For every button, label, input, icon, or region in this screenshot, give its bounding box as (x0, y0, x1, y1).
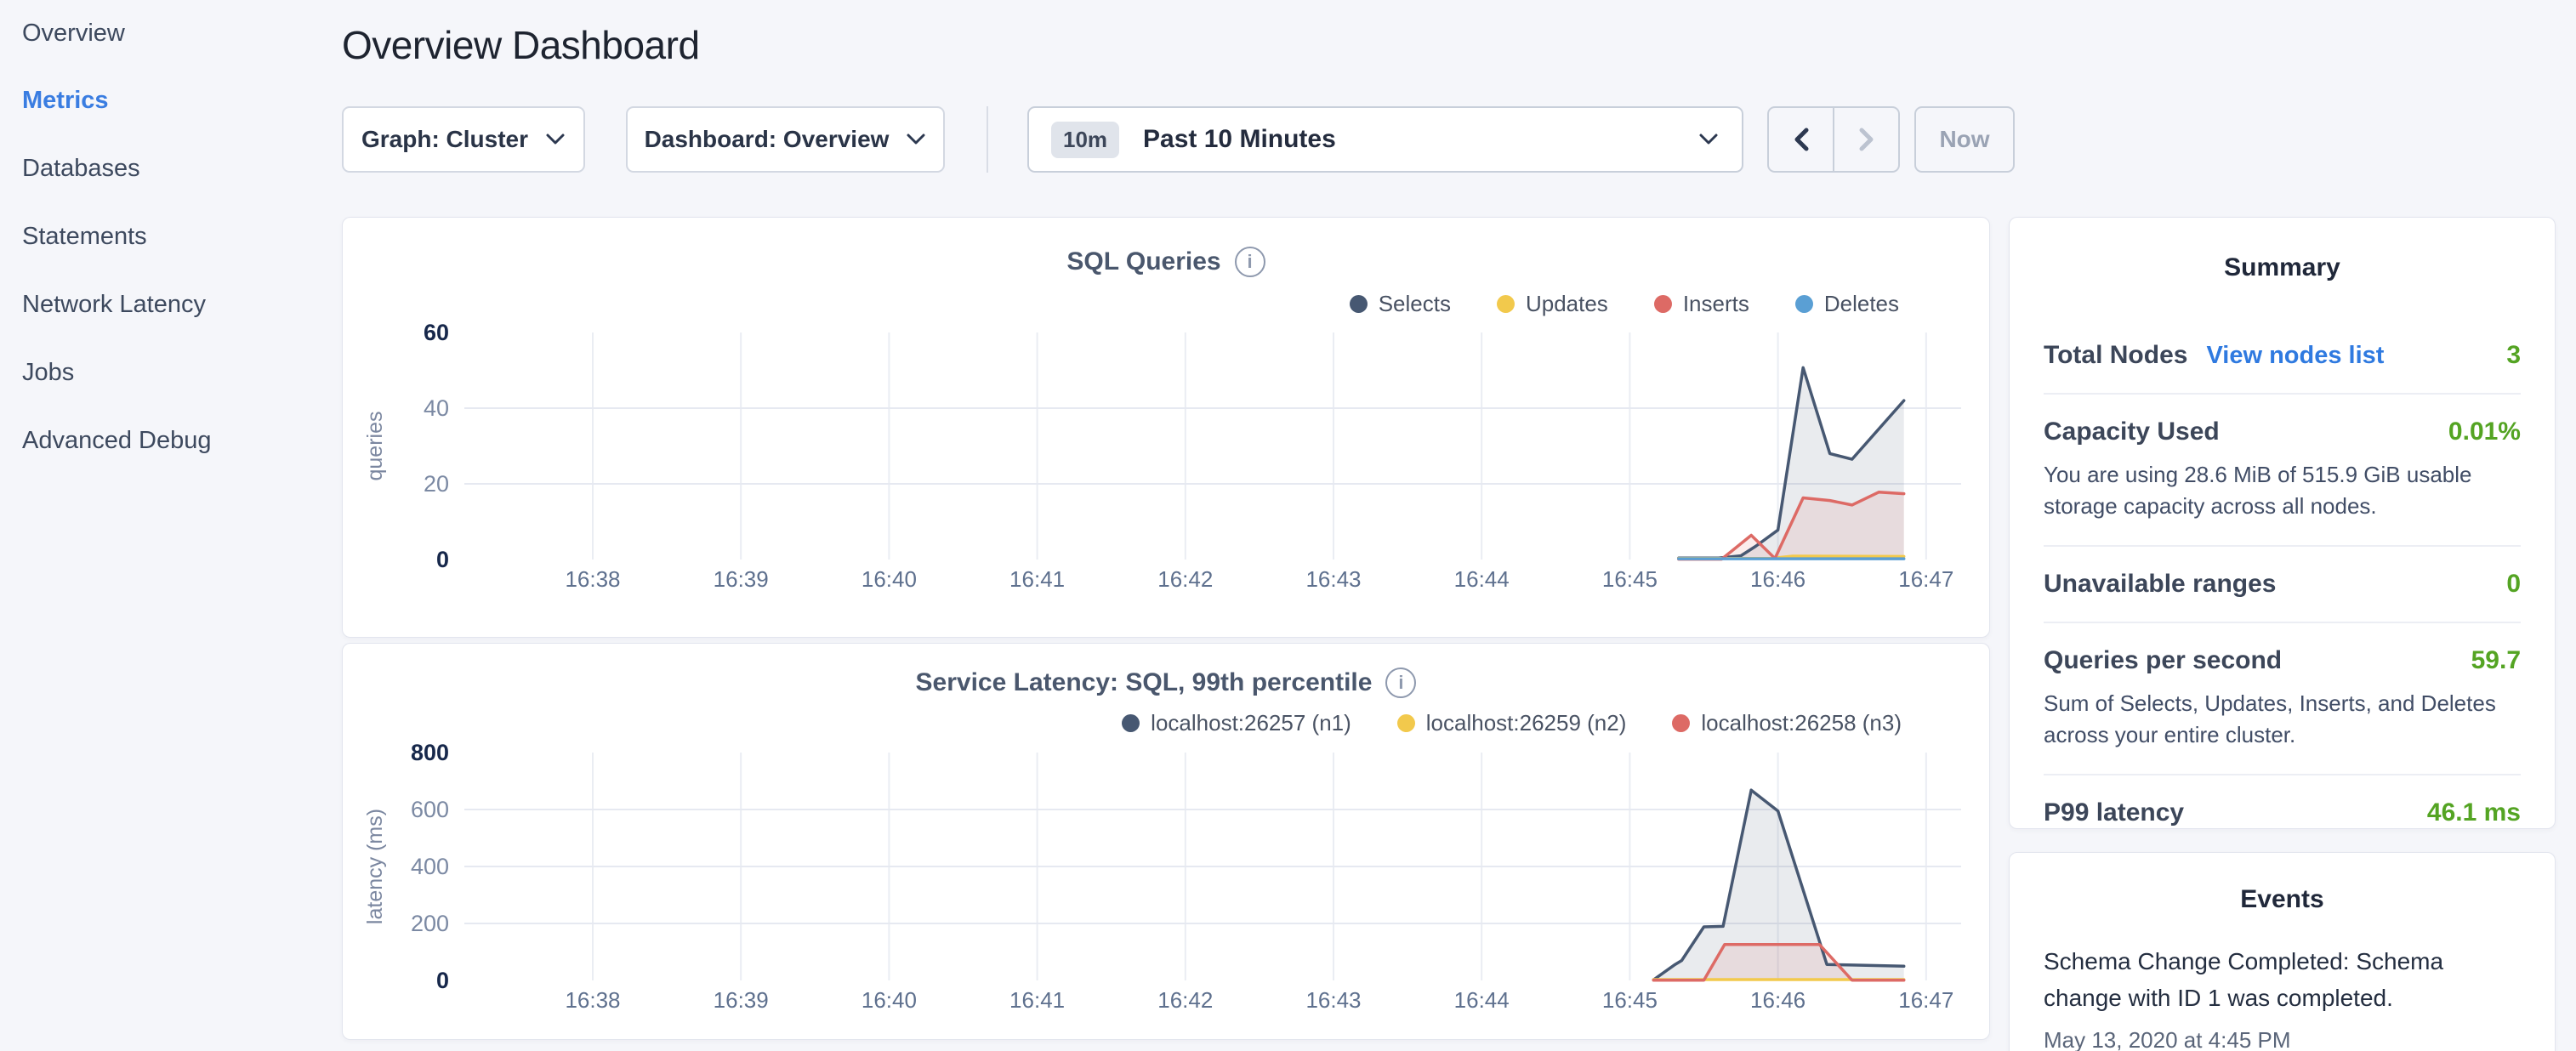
x-axis-tick-label: 16:41 (1009, 566, 1065, 592)
chevron-down-icon (1697, 132, 1720, 147)
sidebar-item-statements[interactable]: Statements (22, 202, 340, 270)
summary-label: Total Nodes (2044, 341, 2187, 370)
toolbar-divider (987, 106, 988, 173)
x-axis-tick-label: 16:42 (1157, 987, 1213, 1013)
x-axis-tick-label: 16:39 (714, 987, 769, 1013)
view-nodes-list-link[interactable]: View nodes list (2206, 342, 2384, 370)
sql-queries-plot[interactable]: 0 20 40 60 16:38 16:39 16:40 16:41 16:42 16:43 16:… (343, 218, 1989, 641)
x-axis-tick-label: 16:43 (1305, 566, 1361, 592)
x-axis-tick-label: 16:45 (1602, 566, 1658, 592)
summary-panel: Summary Total Nodes View nodes list 3 Ca… (2009, 217, 2556, 829)
event-text: Schema Change Completed: Schema change w… (2044, 943, 2521, 1017)
x-axis-tick-label: 16:44 (1454, 566, 1510, 592)
events-panel: Events Schema Change Completed: Schema c… (2009, 852, 2556, 1051)
summary-value: 3 (2506, 341, 2521, 370)
x-axis-tick-label: 16:42 (1157, 566, 1213, 592)
summary-value: 0 (2506, 570, 2521, 599)
time-window-selector[interactable]: 10m Past 10 Minutes (1027, 106, 1743, 173)
dashboard-dropdown-label: Dashboard: Overview (645, 126, 890, 153)
events-title: Events (2044, 885, 2521, 914)
sidebar: Overview Metrics Databases Statements Ne… (0, 0, 340, 474)
y-axis-tick-label: 200 (411, 911, 449, 936)
next-time-button[interactable] (1833, 108, 1898, 171)
summary-label: P99 latency (2044, 798, 2184, 827)
y-axis-tick-label: 40 (424, 395, 449, 421)
y-axis-tick-label: 600 (411, 797, 449, 822)
x-axis-tick-label: 16:44 (1454, 987, 1510, 1013)
service-latency-plot[interactable]: 0 200 400 600 800 16:38 16:39 16:40 16:41 16:42 16… (343, 644, 1989, 1039)
x-axis-tick-label: 16:39 (714, 566, 769, 592)
sidebar-item-databases[interactable]: Databases (22, 134, 340, 202)
x-axis-tick-label: 16:38 (565, 987, 620, 1013)
event-timestamp: May 13, 2020 at 4:45 PM (2044, 1027, 2521, 1051)
time-window-badge: 10m (1051, 122, 1119, 158)
x-axis-tick-label: 16:38 (565, 566, 620, 592)
dashboard-dropdown[interactable]: Dashboard: Overview (626, 106, 945, 173)
sidebar-item-advanced-debug[interactable]: Advanced Debug (22, 406, 340, 474)
sidebar-item-network-latency[interactable]: Network Latency (22, 270, 340, 338)
sql-queries-chart-panel: SQL Queries i SelectsUpdatesInsertsDelet… (342, 217, 1990, 638)
x-axis-tick-label: 16:45 (1602, 987, 1658, 1013)
summary-label: Queries per second (2044, 646, 2282, 675)
summary-label: Unavailable ranges (2044, 570, 2276, 599)
x-axis-tick-label: 16:46 (1750, 987, 1805, 1013)
sql-queries-plot[interactable]: 0 20 40 60 16:38 16:39 16:40 16:41 16:42 16:43 16:… (343, 218, 1989, 637)
y-axis-tick-label: 20 (424, 471, 449, 497)
x-axis-tick-label: 16:46 (1750, 566, 1805, 592)
y-axis-title: latency (ms) (363, 809, 387, 924)
summary-description: You are using 28.6 MiB of 515.9 GiB usab… (2044, 459, 2521, 522)
summary-row-total-nodes: Total Nodes View nodes list 3 (2044, 318, 2521, 395)
chevron-down-icon (545, 133, 566, 146)
y-axis-tick-label: 0 (436, 547, 449, 572)
event-item[interactable]: Schema Change Completed: Schema change w… (2044, 943, 2521, 1051)
service-latency-plot[interactable]: 0 200 400 600 800 16:38 16:39 16:40 16:41 16:42 16… (343, 644, 1989, 1043)
y-axis-tick-label: 800 (411, 740, 449, 765)
x-axis-tick-label: 16:47 (1898, 566, 1953, 592)
sidebar-item-metrics[interactable]: Metrics (22, 66, 340, 134)
summary-row-p99-latency: P99 latency 46.1 ms (2044, 775, 2521, 850)
service-latency-chart-panel: Service Latency: SQL, 99th percentile i … (342, 643, 1990, 1040)
page-title: Overview Dashboard (342, 22, 700, 68)
y-axis-tick-label: 400 (411, 854, 449, 879)
time-window-label: Past 10 Minutes (1143, 125, 1336, 154)
y-axis-tick-label: 60 (424, 320, 449, 345)
summary-row-capacity-used: Capacity Used 0.01% You are using 28.6 M… (2044, 395, 2521, 547)
graph-dropdown[interactable]: Graph: Cluster (342, 106, 585, 173)
summary-value: 0.01% (2448, 418, 2521, 446)
x-axis-tick-label: 16:41 (1009, 987, 1065, 1013)
x-axis-tick-label: 16:43 (1305, 987, 1361, 1013)
summary-row-queries-per-second: Queries per second 59.7 Sum of Selects, … (2044, 623, 2521, 775)
sidebar-item-overview[interactable]: Overview (22, 0, 340, 66)
summary-value: 46.1 ms (2427, 798, 2521, 827)
toolbar: Graph: Cluster Dashboard: Overview 10m P… (342, 106, 2015, 173)
graph-dropdown-label: Graph: Cluster (361, 126, 528, 153)
chevron-down-icon (906, 133, 926, 146)
summary-list: Total Nodes View nodes list 3 Capacity U… (2044, 318, 2521, 850)
previous-time-button[interactable] (1769, 108, 1833, 171)
x-axis-tick-label: 16:40 (862, 987, 917, 1013)
summary-title: Summary (2044, 253, 2521, 282)
summary-row-unavailable-ranges: Unavailable ranges 0 (2044, 547, 2521, 623)
x-axis-tick-label: 16:47 (1898, 987, 1953, 1013)
crdb-admin-ui: { "sidebar": { "items": [ {"label": "Ove… (0, 0, 2576, 1051)
time-pager (1767, 106, 1900, 173)
sidebar-item-jobs[interactable]: Jobs (22, 338, 340, 406)
x-axis-tick-label: 16:40 (862, 566, 917, 592)
summary-label: Capacity Used (2044, 418, 2220, 446)
summary-description: Sum of Selects, Updates, Inserts, and De… (2044, 688, 2521, 751)
y-axis-title: queries (363, 412, 387, 481)
now-button[interactable]: Now (1914, 106, 2015, 173)
summary-value: 59.7 (2471, 646, 2521, 675)
y-axis-tick-label: 0 (436, 968, 449, 993)
chevron-right-icon (1862, 130, 1871, 149)
chevron-left-icon (1797, 130, 1806, 149)
